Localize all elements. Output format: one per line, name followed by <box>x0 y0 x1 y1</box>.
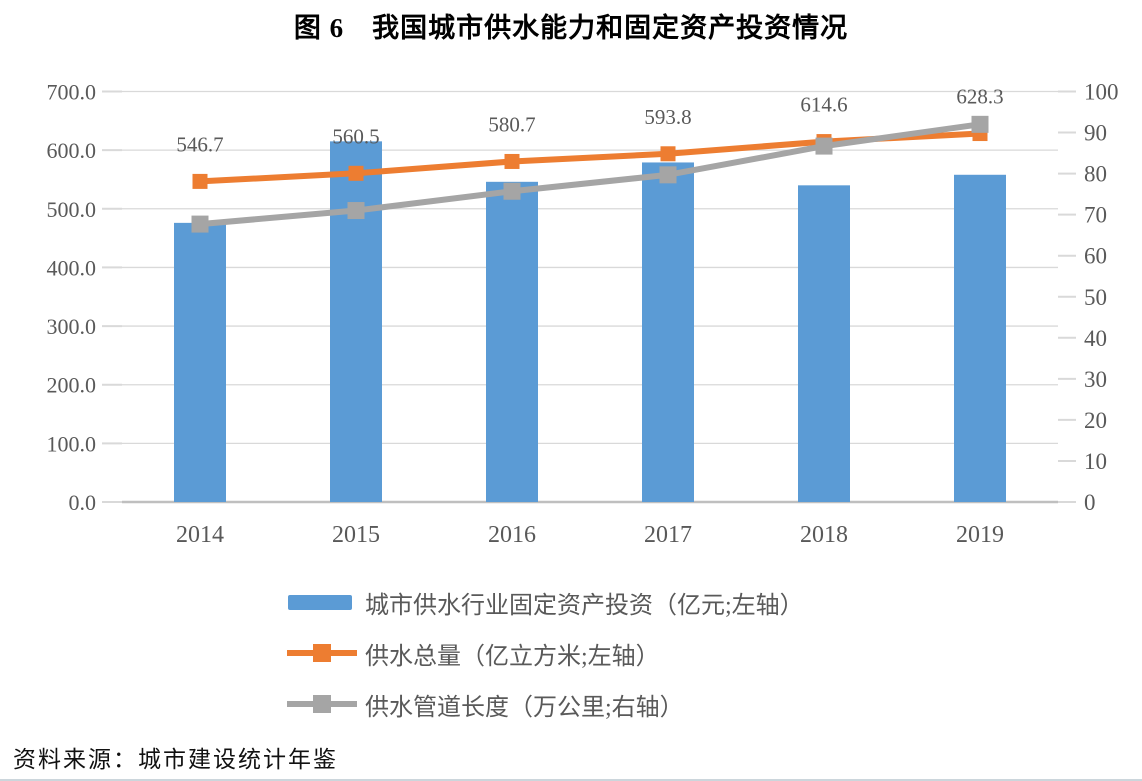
x-axis-label-2019: 2019 <box>956 522 1004 548</box>
marker-pipeline-2019 <box>971 115 989 133</box>
left-axis-tick-label: 400.0 <box>47 255 97 280</box>
bar-2019 <box>954 174 1006 502</box>
right-axis-tick-label: 60 <box>1084 244 1107 269</box>
source-note: 资料来源：城市建设统计年鉴 <box>13 747 338 772</box>
data-label: 580.7 <box>488 112 535 136</box>
combo-chart: 0.0 100.0 200.0 300.0 400.0 500.0 600.0 700.0 0 1… <box>47 80 1119 549</box>
bar-swatch-icon <box>287 586 357 618</box>
marker-pipeline-2015 <box>347 202 365 220</box>
x-axis-label-2018: 2018 <box>800 522 848 548</box>
marker-water-total-2014 <box>192 173 208 189</box>
marker-water-total-2015 <box>348 165 364 181</box>
right-axis-tick-label: 20 <box>1084 408 1107 433</box>
data-label: 614.6 <box>800 93 847 117</box>
right-axis-tick-label: 10 <box>1084 449 1107 474</box>
bar-2018 <box>798 185 850 503</box>
right-axis-tick-label: 40 <box>1084 326 1107 351</box>
x-axis-label-2017: 2017 <box>644 522 692 548</box>
bar-2014 <box>174 222 226 503</box>
right-axis-tick-label: 90 <box>1084 121 1107 146</box>
right-axis-tick-label: 70 <box>1084 203 1107 228</box>
right-axis-tick-label: 80 <box>1084 162 1107 187</box>
chart-legend: 城市供水行业固定资产投资（亿元;左轴） 供水总量（亿立方米;左轴） 供水管道长度… <box>287 586 804 739</box>
line-marker-swatch-icon <box>287 637 357 669</box>
x-axis-label-2016: 2016 <box>488 522 536 548</box>
bar-2017 <box>642 162 694 502</box>
legend-item-pipeline-length: 供水管道长度（万公里;右轴） <box>287 688 804 721</box>
left-axis-tick-label: 100.0 <box>47 431 97 456</box>
line-marker-swatch-icon <box>287 688 357 720</box>
left-axis-tick-label: 600.0 <box>47 138 97 163</box>
legend-label-investment: 城市供水行业固定资产投资（亿元;左轴） <box>365 592 804 619</box>
left-axis-tick-label: 700.0 <box>47 80 97 105</box>
legend-item-investment: 城市供水行业固定资产投资（亿元;左轴） <box>287 586 804 619</box>
right-axis-tick-label: 50 <box>1084 285 1107 310</box>
left-axis-tick-label: 500.0 <box>47 197 97 222</box>
legend-label-pipeline-length: 供水管道长度（万公里;右轴） <box>365 694 684 721</box>
bar-2016 <box>486 181 538 502</box>
x-axis-label-2014: 2014 <box>176 522 224 548</box>
chart-title: 图 6 我国城市供水能力和固定资产投资情况 <box>293 13 849 43</box>
marker-pipeline-2014 <box>191 215 209 233</box>
legend-item-water-total: 供水总量（亿立方米;左轴） <box>287 637 804 670</box>
left-axis-tick-label: 300.0 <box>47 314 97 339</box>
marker-pipeline-2018 <box>815 137 833 155</box>
marker-water-total-2016 <box>504 153 520 169</box>
marker-pipeline-2017 <box>659 166 677 184</box>
data-label: 628.3 <box>956 85 1003 109</box>
legend-label-water-total: 供水总量（亿立方米;左轴） <box>365 643 660 670</box>
page-bottom-divider <box>0 779 1142 781</box>
marker-water-total-2017 <box>660 146 676 162</box>
line-pipeline <box>199 121 981 228</box>
right-axis-tick-label: 0 <box>1084 490 1096 515</box>
x-axis-label-2015: 2015 <box>332 522 380 548</box>
left-axis-tick-label: 0.0 <box>69 490 97 515</box>
data-label: 593.8 <box>644 105 691 129</box>
data-label: 560.5 <box>332 124 379 148</box>
right-axis-tick-label: 100 <box>1084 80 1119 105</box>
left-axis-tick-label: 200.0 <box>47 373 97 398</box>
right-axis-tick-label: 30 <box>1084 367 1107 392</box>
data-label: 546.7 <box>176 132 223 156</box>
marker-pipeline-2016 <box>503 182 521 200</box>
bar-2015 <box>330 141 382 502</box>
